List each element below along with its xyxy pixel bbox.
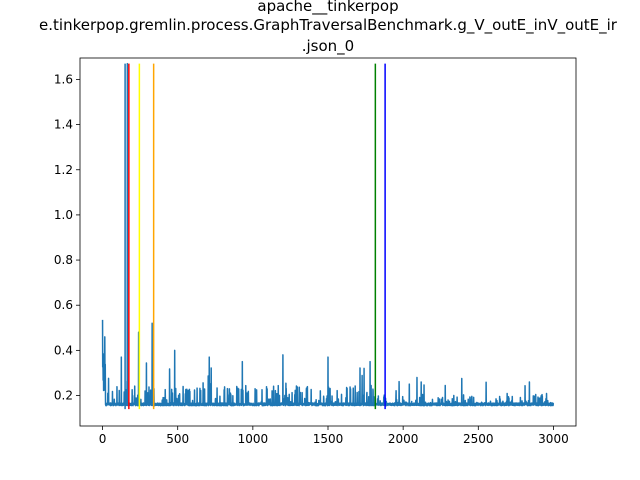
x-axis: 0 500 1000 1500 2000 2500 3000 bbox=[99, 426, 569, 446]
x-tick-label: 1000 bbox=[238, 432, 269, 446]
y-tick-label: 1.0 bbox=[54, 208, 73, 222]
series-line bbox=[101, 62, 555, 407]
y-tick-label: 0.6 bbox=[54, 298, 73, 312]
y-tick-label: 0.2 bbox=[54, 389, 73, 403]
y-tick-label: 0.4 bbox=[54, 343, 73, 357]
y-tick-label: 1.4 bbox=[54, 118, 73, 132]
y-tick-label: 1.2 bbox=[54, 163, 73, 177]
x-tick-label: 1500 bbox=[313, 432, 344, 446]
vertical-markers bbox=[124, 63, 386, 410]
x-tick-label: 3000 bbox=[538, 432, 569, 446]
x-tick-label: 2000 bbox=[388, 432, 419, 446]
chart-title: apache__tinkerpop e.tinkerpop.gremlin.pr… bbox=[39, 0, 618, 56]
chart-title-line-1: apache__tinkerpop bbox=[257, 0, 398, 16]
y-tick-label: 1.6 bbox=[54, 72, 73, 86]
chart-title-line-3: .json_0 bbox=[302, 37, 354, 56]
x-tick-label: 0 bbox=[99, 432, 107, 446]
x-tick-label: 2500 bbox=[463, 432, 494, 446]
y-axis: 0.2 0.4 0.6 0.8 1.0 1.2 1.4 1.6 bbox=[54, 72, 80, 403]
x-tick-label: 500 bbox=[166, 432, 189, 446]
chart-title-line-2: e.tinkerpop.gremlin.process.GraphTravers… bbox=[39, 16, 618, 35]
plot-area bbox=[101, 62, 555, 410]
y-tick-label: 0.8 bbox=[54, 253, 73, 267]
